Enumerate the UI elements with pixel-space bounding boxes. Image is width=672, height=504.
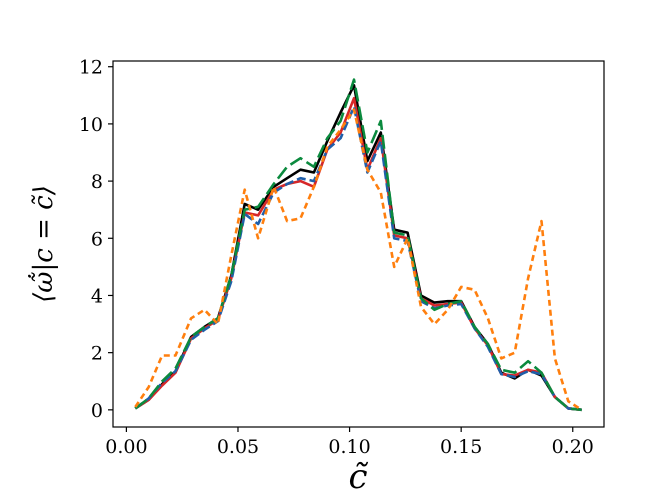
- y-tick-label: 12: [79, 57, 103, 79]
- x-tick-label: 0.00: [105, 436, 147, 458]
- x-axis-label: c̃: [348, 457, 369, 497]
- y-tick-label: 4: [91, 285, 103, 307]
- y-axis: 0 2 4 6 8 10 12: [79, 57, 113, 422]
- y-axis-label: ⟨ω̃̇|c = c̃⟩: [28, 185, 59, 303]
- series-line-2: [134, 96, 582, 412]
- y-tick-label: 10: [79, 114, 103, 136]
- x-axis: 0.00 0.05 0.10 0.15 0.20: [105, 427, 594, 458]
- series-line-3: [134, 105, 582, 412]
- series-line-5: [134, 108, 583, 411]
- y-tick-label: 0: [91, 400, 103, 422]
- plot-lines: [134, 78, 583, 412]
- x-tick-label: 0.10: [328, 436, 370, 458]
- series-line-4: [134, 78, 582, 412]
- plot-frame: [112, 60, 605, 428]
- y-tick-label: 8: [91, 171, 103, 193]
- y-tick-label: 6: [91, 228, 103, 250]
- x-tick-label: 0.20: [552, 436, 594, 458]
- y-tick-label: 2: [91, 343, 103, 365]
- x-tick-label: 0.15: [440, 436, 482, 458]
- x-tick-label: 0.05: [217, 436, 259, 458]
